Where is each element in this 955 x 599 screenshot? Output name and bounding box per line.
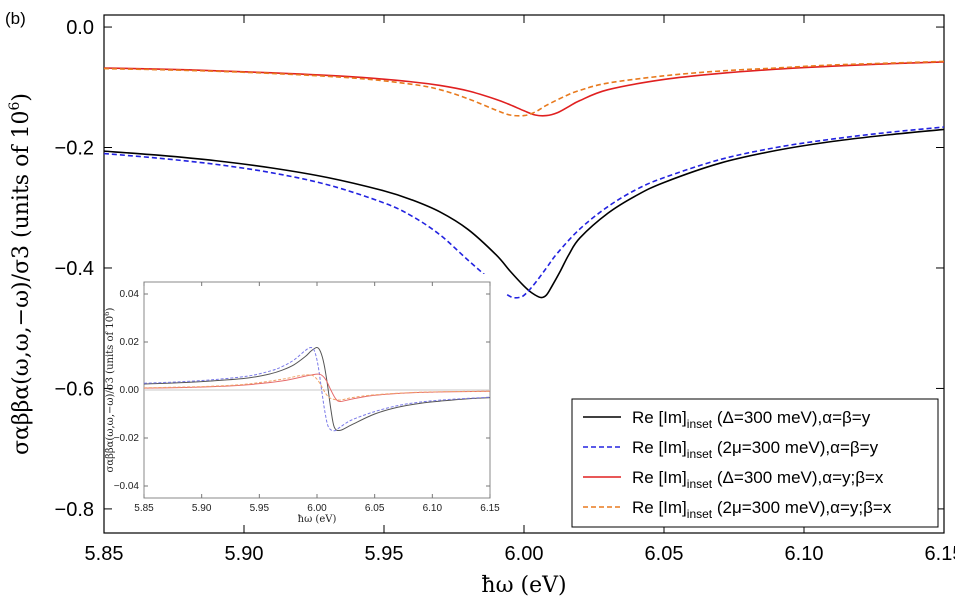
main-x-tick-label: 5.95 xyxy=(365,543,404,565)
main-series-line-4 xyxy=(103,60,945,117)
inset-y-tick-label: 0.04 xyxy=(120,289,140,300)
main-x-tick-label: 6.10 xyxy=(785,543,824,565)
legend-box xyxy=(571,398,939,528)
inset-x-tick-label: 6.15 xyxy=(480,503,500,514)
inset-series-line-2 xyxy=(143,347,491,432)
inset-series-line-4 xyxy=(143,374,491,401)
inset-y-tick-label: 0.02 xyxy=(120,337,140,348)
main-series-line-2 xyxy=(103,126,945,299)
inset-y-axis-title: σαββα(ω,ω,−ω)/σ3 (units of 106) xyxy=(103,307,116,472)
main-y-tick-label: −0.4 xyxy=(55,258,94,280)
legend: Re [Im]inset (Δ=300 meV),α=β=y Re [Im]ins… xyxy=(571,398,939,528)
inset-y-tick-label: 0.00 xyxy=(120,385,140,396)
main-x-tick-label: 6.15 xyxy=(925,543,955,565)
legend-label-2: Re [Im]inset (2μ=300 meV),α=β=y xyxy=(632,438,879,461)
y-axis-title-main: σαββα(ω,ω,−ω)/σ3 (units of 10 xyxy=(9,111,34,455)
inset-x-axis-title: ħω (eV) xyxy=(298,514,337,525)
x-axis-title: ħω (eV) xyxy=(481,573,566,598)
main-axis-ticks: 5.85 5.90 5.95 6.00 6.05 6.10 6.15 0.0 −0.2 −0.4 −… xyxy=(55,15,955,565)
main-x-tick-label: 5.85 xyxy=(85,543,124,565)
legend-label-4: Re [Im]inset (2μ=300 meV),α=y;β=x xyxy=(632,498,892,521)
legend-label-1: Re [Im]inset (Δ=300 meV),α=β=y xyxy=(632,408,871,431)
main-series-line-1 xyxy=(103,128,945,299)
legend-entries: Re [Im]inset (Δ=300 meV),α=β=y Re [Im]ins… xyxy=(583,408,892,521)
main-x-tick-label: 6.00 xyxy=(505,543,544,565)
inset-series-line-3 xyxy=(143,373,491,403)
inset-y-tick-label: −0.02 xyxy=(114,433,140,444)
main-series-line-3 xyxy=(103,61,945,117)
y-axis-title-exponent: 6 xyxy=(7,102,23,111)
inset-x-tick-label: 5.90 xyxy=(192,503,212,514)
inset-y-axis-title-close: ) xyxy=(105,307,116,311)
inset-y-axis-title-exponent: 6 xyxy=(103,311,111,316)
legend-label-3: Re [Im]inset (Δ=300 meV),α=y;β=x xyxy=(632,468,884,491)
inset-y-tick-label: −0.04 xyxy=(114,481,140,492)
main-series-group xyxy=(103,60,945,299)
inset-x-tick-label: 6.05 xyxy=(365,503,385,514)
y-axis-title-close: ) xyxy=(9,93,34,102)
inset-background xyxy=(118,274,506,524)
main-y-tick-label: −0.2 xyxy=(55,138,94,160)
main-y-tick-label: 0.0 xyxy=(66,17,94,39)
panel-label: (b) xyxy=(5,9,26,28)
main-y-tick-label: −0.8 xyxy=(55,499,94,521)
main-x-tick-label: 6.05 xyxy=(645,543,684,565)
main-plot: 5.85 5.90 5.95 6.00 6.05 6.10 6.15 0.0 −0.2 −0.4 −… xyxy=(7,14,955,598)
inset-x-tick-label: 5.85 xyxy=(134,503,154,514)
inset-x-tick-label: 6.10 xyxy=(423,503,443,514)
inset-series-group xyxy=(143,347,491,432)
inset-plot: 5.85 5.90 5.95 6.00 6.05 6.10 6.15 0.04 0.02 0.00… xyxy=(103,274,506,525)
inset-x-tick-label: 6.00 xyxy=(307,503,327,514)
inset-axis-ticks: 5.85 5.90 5.95 6.00 6.05 6.10 6.15 0.04 0.02 0.00… xyxy=(114,282,500,514)
y-axis-title: σαββα(ω,ω,−ω)/σ3 (units of 106) xyxy=(7,93,34,455)
main-x-tick-label: 5.90 xyxy=(225,543,264,565)
inset-series-line-1 xyxy=(143,347,491,431)
inset-y-axis-title-main: σαββα(ω,ω,−ω)/σ3 (units of 10 xyxy=(105,316,116,473)
main-y-tick-label: −0.6 xyxy=(55,378,94,400)
inset-x-tick-label: 5.95 xyxy=(250,503,270,514)
